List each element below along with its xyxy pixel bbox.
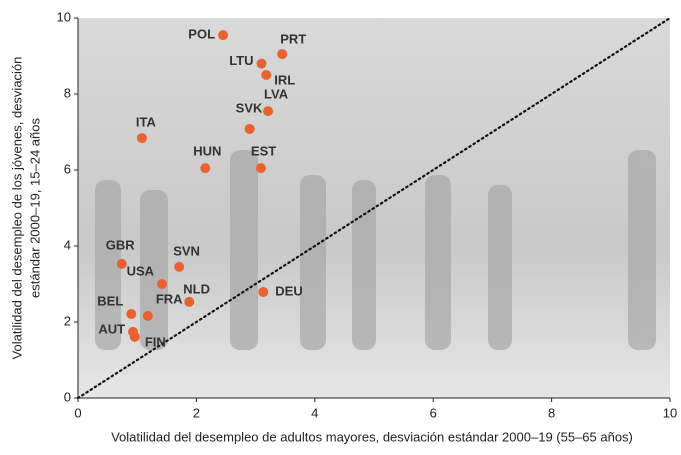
point [174,261,185,272]
diagonal-line [76,16,672,400]
point [258,286,269,297]
y-axis-label: Volatilidad del desempleo de los jóvenes… [9,57,24,360]
point [277,49,288,60]
point-label: EST [251,144,276,159]
y-axis-label: estándar 2000–19, 15–24 años [27,118,42,298]
point-label: NLD [183,281,210,296]
point [157,279,168,289]
point-label: SVK [236,100,263,115]
point-label: FIN [145,334,166,349]
x-axis-label: Volatilidad del desempleo de adultos may… [111,429,633,444]
point-label: DEU [275,283,302,298]
point-label: PRT [280,32,306,47]
y-tick-label: 10 [57,9,71,24]
y-tick-label: 6 [64,161,71,176]
point [263,106,274,117]
x-tick-label: 2 [193,405,200,420]
point-label: HUN [193,144,221,159]
point [255,163,266,174]
silhouettes [95,150,656,350]
point [129,331,140,342]
point [184,296,195,307]
point-label: AUT [98,321,125,336]
point [244,123,255,134]
x-tick-label: 4 [311,405,318,420]
point [200,163,211,174]
point [116,258,127,269]
y-tick-label: 0 [64,389,71,404]
x-tick-label: 6 [430,405,437,420]
y-tick-label: 4 [64,237,71,252]
point [126,309,137,320]
point-label: BEL [97,293,123,308]
point-label: LTU [229,53,253,68]
point-label: GBR [106,237,136,252]
point-label: ITA [136,115,157,130]
point-label: LVA [264,87,289,102]
point-label: IRL [274,72,295,87]
x-tick-label: 8 [548,405,555,420]
point-label: POL [188,27,215,42]
point [142,310,153,321]
point [218,30,229,41]
y-tick-label: 8 [64,85,71,100]
x-tick-label: 10 [663,405,677,420]
y-tick-label: 2 [64,313,71,328]
point-label: USA [127,263,155,278]
point [261,70,272,80]
point-label: FRA [156,291,183,306]
point-label: SVN [173,243,200,258]
point [256,58,267,69]
point [136,133,147,144]
x-tick-label: 0 [74,405,81,420]
